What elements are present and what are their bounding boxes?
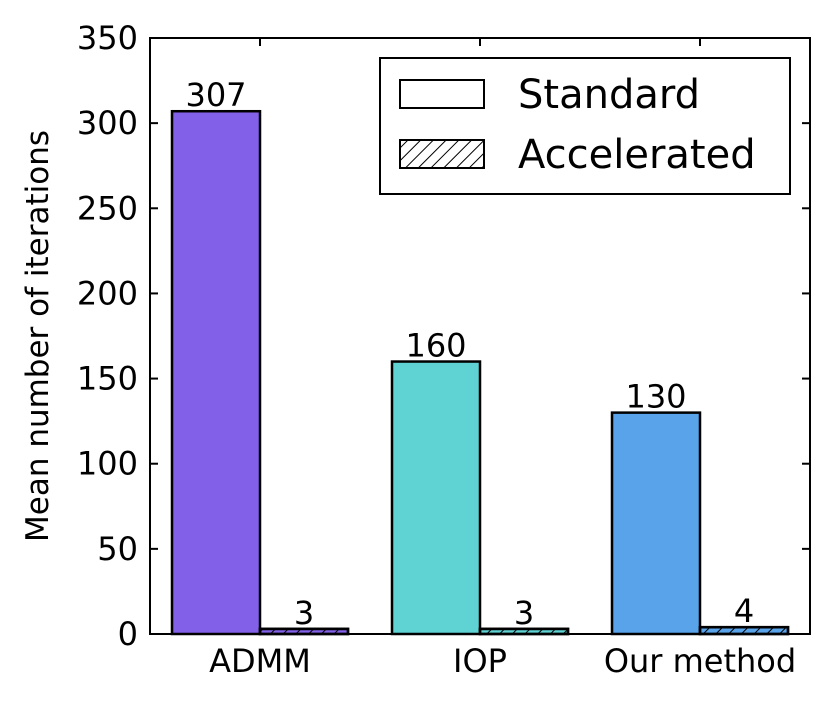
bar-value-label: 3 [294,594,314,632]
y-tick-label: 150 [77,360,138,398]
y-tick-label: 350 [77,19,138,57]
y-axis: 0 50 100 150 200 250 300 350 [77,19,810,653]
x-tick-label: ADMM [209,642,311,680]
bar-value-label: 160 [405,327,466,365]
y-tick-label: 50 [97,530,138,568]
y-tick-label: 200 [77,274,138,312]
legend: Standard Accelerated [379,57,791,195]
x-tick-label: Our method [604,642,796,680]
bar-value-label: 3 [514,594,534,632]
y-tick-label: 100 [77,445,138,483]
x-tick-label: IOP [453,642,507,680]
bar-standard-iop [390,360,482,636]
y-axis-title: Mean number of iterations [20,130,56,542]
bar-standard-our-method [610,411,702,636]
bar-value-label: 307 [185,76,246,114]
y-tick-label: 250 [77,189,138,227]
legend-swatch-accelerated [399,139,485,169]
y-tick-label: 300 [77,104,138,142]
legend-swatch-standard [399,79,485,109]
legend-label-standard: Standard [518,72,700,118]
bar-value-label: 4 [734,592,754,630]
bar-labels-layer: 307 3 160 3 130 4 [185,76,754,632]
y-tick-label: 0 [118,615,138,653]
bar-standard-admm [170,109,262,636]
bar-value-label: 130 [625,378,686,416]
legend-label-accelerated: Accelerated [518,132,756,178]
x-axis: ADMM IOP Our method [209,38,796,680]
